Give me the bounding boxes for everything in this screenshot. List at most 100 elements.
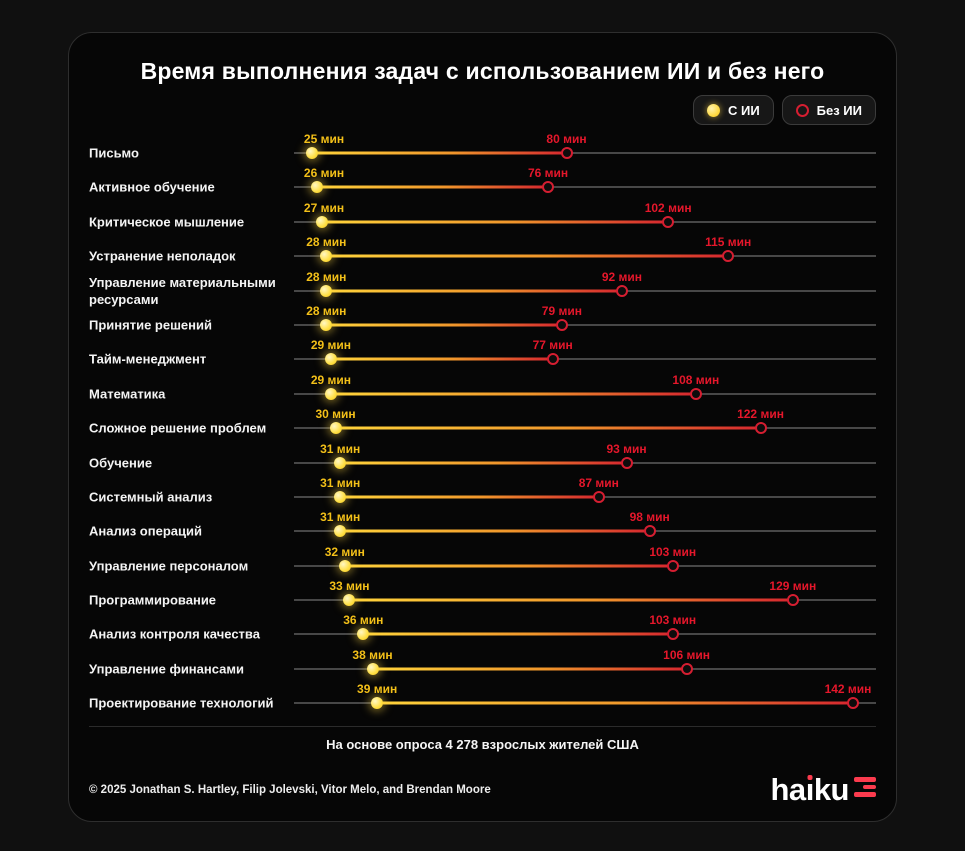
with-ai-point[interactable] bbox=[324, 387, 337, 400]
with-ai-point[interactable] bbox=[371, 697, 384, 710]
with-ai-value: 31 мин bbox=[320, 441, 361, 456]
chart-row: Проектирование технологий 39 мин 142 мин bbox=[89, 679, 876, 713]
legend-with-ai-button[interactable]: С ИИ bbox=[692, 95, 774, 125]
with-ai-value: 36 мин bbox=[343, 613, 384, 628]
without-ai-point[interactable] bbox=[666, 559, 679, 572]
without-ai-value: 103 мин bbox=[649, 544, 697, 559]
with-ai-value: 38 мин bbox=[352, 647, 393, 662]
track-line bbox=[294, 358, 876, 361]
category-label: Сложное решение проблем bbox=[89, 420, 267, 436]
with-ai-point[interactable] bbox=[334, 456, 347, 469]
legend: С ИИ Без ИИ bbox=[89, 95, 876, 125]
without-ai-point[interactable] bbox=[555, 318, 568, 331]
with-ai-point[interactable] bbox=[343, 594, 356, 607]
without-ai-point[interactable] bbox=[643, 525, 656, 538]
without-ai-point[interactable] bbox=[560, 147, 573, 159]
category-label: Обучение bbox=[89, 455, 153, 471]
without-ai-value: 102 мин bbox=[644, 200, 692, 215]
chart-row: Системный анализ 31 мин 87 мин bbox=[89, 473, 876, 507]
with-ai-value: 28 мин bbox=[306, 269, 347, 284]
with-ai-point[interactable] bbox=[357, 628, 370, 641]
logo-i-dot bbox=[807, 775, 813, 780]
logo-bars-icon bbox=[854, 777, 876, 797]
without-ai-point[interactable] bbox=[546, 353, 559, 366]
without-ai-point[interactable] bbox=[620, 456, 633, 469]
chart-row: Тайм-менеджмент 29 мин 77 мин bbox=[89, 335, 876, 369]
row-track-area: 26 мин 76 мин bbox=[294, 163, 876, 197]
category-label: Тайм-менеджмент bbox=[89, 351, 207, 367]
row-track-area: 38 мин 106 мин bbox=[294, 645, 876, 679]
without-ai-value: 106 мин bbox=[663, 647, 711, 662]
without-ai-value: 98 мин bbox=[629, 510, 670, 525]
chart-row: Анализ контроля качества 36 мин 103 мин bbox=[89, 610, 876, 644]
copyright-text: © 2025 Jonathan S. Hartley, Filip Jolevs… bbox=[89, 783, 491, 796]
category-label: Письмо bbox=[89, 145, 139, 161]
without-ai-point[interactable] bbox=[722, 250, 735, 263]
row-track-area: 29 мин 108 мин bbox=[294, 370, 876, 404]
with-ai-point[interactable] bbox=[338, 559, 351, 572]
category-label: Принятие решений bbox=[89, 317, 212, 333]
connector-line bbox=[349, 598, 793, 602]
connector-line bbox=[340, 495, 599, 499]
connector-line bbox=[344, 564, 673, 568]
chart-row: Принятие решений 28 мин 79 мин bbox=[89, 301, 876, 335]
chart-row: Активное обучение 26 мин 76 мин bbox=[89, 163, 876, 197]
track-line bbox=[294, 186, 876, 189]
with-ai-point[interactable] bbox=[320, 318, 333, 331]
track-line bbox=[294, 323, 876, 326]
with-ai-value: 39 мин bbox=[357, 682, 398, 697]
legend-without-ai-label: Без ИИ bbox=[816, 102, 862, 118]
with-ai-value: 31 мин bbox=[320, 510, 361, 525]
connector-line bbox=[363, 632, 673, 636]
connector-line bbox=[340, 461, 627, 465]
connector-line bbox=[377, 701, 853, 705]
legend-without-ai-button[interactable]: Без ИИ bbox=[781, 95, 876, 125]
with-ai-value: 25 мин bbox=[303, 132, 345, 146]
row-track-area: 31 мин 98 мин bbox=[294, 507, 876, 541]
chart-row: Управление персоналом 32 мин 103 мин bbox=[89, 542, 876, 576]
without-ai-point[interactable] bbox=[689, 387, 702, 400]
chart-row: Устранение неполадок 28 мин 115 мин bbox=[89, 232, 876, 266]
without-ai-point[interactable] bbox=[542, 181, 555, 194]
chart-title: Время выполнения задач с использованием … bbox=[140, 58, 825, 84]
with-ai-point[interactable] bbox=[366, 662, 379, 675]
connector-line bbox=[372, 667, 687, 671]
with-ai-value: 32 мин bbox=[324, 544, 365, 559]
with-ai-point[interactable] bbox=[315, 215, 328, 228]
without-ai-point[interactable] bbox=[680, 662, 693, 675]
without-ai-point[interactable] bbox=[846, 697, 859, 710]
with-ai-point[interactable] bbox=[329, 422, 342, 435]
row-track-area: 25 мин 80 мин bbox=[294, 129, 876, 163]
with-ai-point[interactable] bbox=[320, 284, 333, 297]
category-label: Управление финансами bbox=[89, 661, 244, 677]
with-ai-value: 28 мин bbox=[306, 235, 347, 250]
chart-row: Критическое мышление 27 мин 102 мин bbox=[89, 198, 876, 232]
row-track-area: 31 мин 87 мин bbox=[294, 473, 876, 507]
chart-row: Письмо 25 мин 80 мин bbox=[89, 129, 876, 163]
connector-line bbox=[326, 323, 562, 327]
with-ai-point[interactable] bbox=[306, 147, 319, 159]
chart-row: Анализ операций 31 мин 98 мин bbox=[89, 507, 876, 541]
without-ai-point[interactable] bbox=[662, 215, 675, 228]
chart-row: Программирование 33 мин 129 мин bbox=[89, 576, 876, 610]
with-ai-point[interactable] bbox=[334, 490, 347, 503]
without-ai-point[interactable] bbox=[666, 628, 679, 641]
without-ai-value: 108 мин bbox=[672, 372, 720, 387]
track-line bbox=[294, 152, 876, 154]
haiku-logo: haı ku bbox=[770, 772, 876, 807]
without-ai-point[interactable] bbox=[592, 490, 605, 503]
without-ai-point[interactable] bbox=[615, 284, 628, 297]
with-ai-value: 27 мин bbox=[303, 200, 345, 215]
with-ai-point[interactable] bbox=[320, 250, 333, 263]
without-ai-point[interactable] bbox=[786, 594, 799, 607]
row-track-area: 32 мин 103 мин bbox=[294, 542, 876, 576]
category-label: Устранение неполадок bbox=[89, 248, 236, 264]
with-ai-point[interactable] bbox=[324, 353, 337, 366]
with-ai-value: 28 мин bbox=[306, 303, 347, 318]
category-label: Критическое мышление bbox=[89, 214, 245, 230]
with-ai-point[interactable] bbox=[311, 181, 324, 194]
with-ai-point[interactable] bbox=[334, 525, 347, 538]
without-ai-point[interactable] bbox=[754, 422, 767, 435]
without-ai-value: 115 мин bbox=[705, 235, 752, 250]
haiku-logo-text: haı ku bbox=[770, 772, 850, 807]
